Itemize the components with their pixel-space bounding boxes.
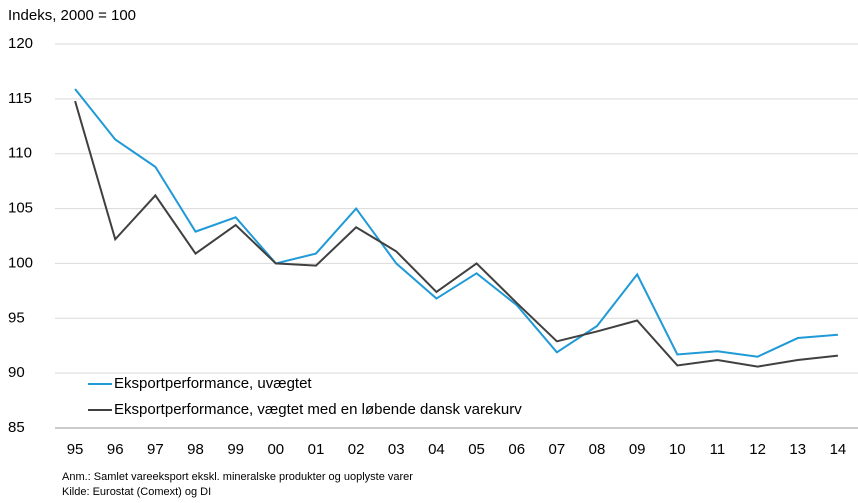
x-tick-label: 96 [107,441,124,458]
x-tick-label: 14 [830,441,847,458]
series-line [74,88,839,358]
y-tick-label: 90 [8,364,25,381]
x-tick-label: 06 [508,441,525,458]
x-tick-label: 98 [187,441,204,458]
x-tick-label: 10 [669,441,686,458]
x-tick-label: 99 [227,441,244,458]
y-tick-label: 115 [8,90,32,107]
y-tick-label: 110 [8,145,32,162]
x-tick-label: 97 [147,441,164,458]
x-tick-label: 04 [428,441,445,458]
y-tick-label: 95 [8,309,25,326]
note: Kilde: Eurostat (Comext) og DI [62,486,211,498]
x-tick-label: 01 [308,441,325,458]
y-axis-label: Indeks, 2000 = 100 [8,7,136,24]
x-tick-label: 03 [388,441,405,458]
x-tick-label: 13 [789,441,806,458]
note: Anm.: Samlet vareeksport ekskl. minerals… [62,471,413,483]
x-tick-label: 02 [348,441,365,458]
x-tick-label: 09 [629,441,646,458]
series-line [74,100,839,368]
x-tick-label: 11 [710,441,726,458]
x-tick-label: 05 [468,441,485,458]
y-tick-label: 85 [8,419,25,436]
y-tick-label: 100 [8,254,33,271]
legend-label: Eksportperformance, uvægtet [114,375,312,392]
y-tick-label: 105 [8,200,33,217]
x-tick-label: 00 [267,441,284,458]
y-tick-label: 120 [8,35,33,52]
x-tick-label: 08 [589,441,606,458]
x-tick-label: 07 [549,441,566,458]
legend-label: Eksportperformance, vægtet med en løbend… [114,401,522,418]
x-tick-label: 95 [67,441,84,458]
x-tick-label: 12 [749,441,766,458]
